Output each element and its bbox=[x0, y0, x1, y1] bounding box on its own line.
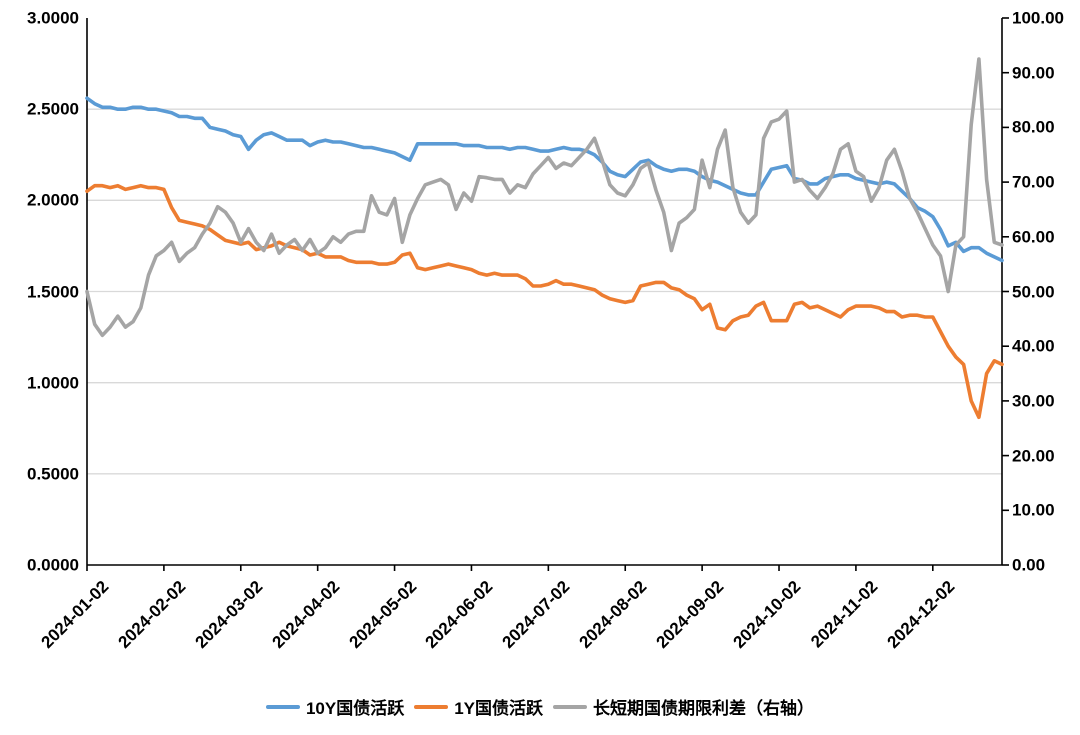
legend-label: 10Y国债活跃 bbox=[305, 699, 405, 718]
right-axis-tick-label: 20.00 bbox=[1012, 446, 1055, 466]
right-axis-tick-label: 30.00 bbox=[1012, 391, 1055, 411]
right-axis-tick-label: 50.00 bbox=[1012, 282, 1055, 301]
chart-legend: 10Y国债活跃 1Y国债活跃 长短期国债期限利差（右轴） bbox=[0, 694, 1080, 719]
legend-item-1: 1Y国债活跃 bbox=[414, 694, 543, 719]
right-axis-tick-label: 0.00 bbox=[1012, 555, 1046, 575]
left-axis-tick-label: 0.5000 bbox=[27, 464, 79, 484]
left-axis-tick-label: 1.5000 bbox=[27, 282, 79, 301]
right-axis-tick-label: 100.00 bbox=[1012, 8, 1064, 28]
legend-line-swatch bbox=[265, 704, 300, 709]
left-axis-tick-label: 0.0000 bbox=[27, 555, 79, 575]
left-axis-tick-label: 3.0000 bbox=[27, 8, 79, 28]
right-axis-tick-label: 70.00 bbox=[1012, 172, 1055, 192]
series-line-2 bbox=[85, 57, 1004, 338]
legend-item-2: 长短期国债期限利差（右轴） bbox=[553, 694, 814, 719]
right-axis-tick-label: 10.00 bbox=[1012, 500, 1055, 520]
left-axis-tick-label: 1.0000 bbox=[27, 373, 79, 393]
right-axis-tick-label: 80.00 bbox=[1012, 117, 1055, 137]
right-axis-tick-label: 90.00 bbox=[1012, 63, 1055, 83]
right-axis-tick-label: 40.00 bbox=[1012, 336, 1055, 356]
legend-item-0: 10Y国债活跃 bbox=[265, 694, 405, 719]
legend-line-swatch bbox=[553, 704, 588, 709]
left-axis-tick-label: 2.5000 bbox=[27, 99, 79, 119]
legend-label: 长短期国债期限利差（右轴） bbox=[593, 699, 815, 718]
legend-line-swatch bbox=[414, 704, 449, 709]
series-line-1 bbox=[85, 183, 1004, 420]
series-line-0 bbox=[85, 96, 1004, 263]
left-axis-tick-label: 2.0000 bbox=[27, 190, 79, 210]
right-axis-tick-label: 60.00 bbox=[1012, 227, 1055, 247]
legend-label: 1Y国债活跃 bbox=[454, 699, 544, 718]
